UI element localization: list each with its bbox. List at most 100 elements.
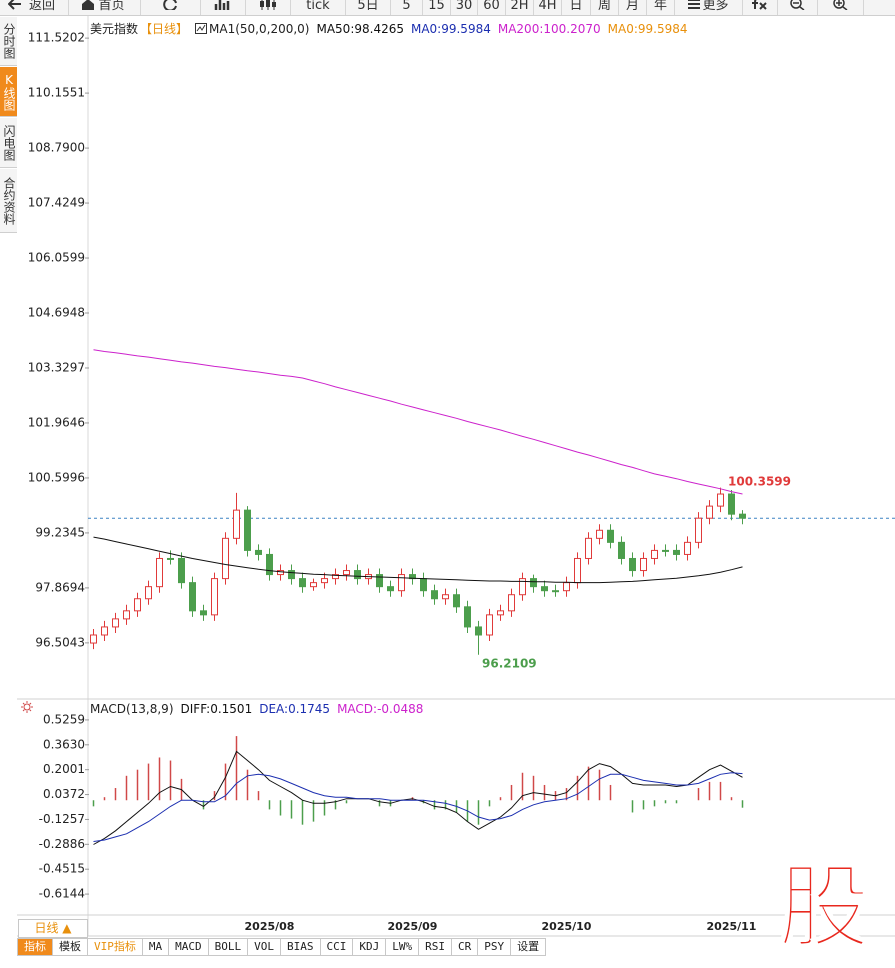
fx-icon [752, 0, 767, 10]
legend-item: MA200:100.2070 [497, 22, 601, 36]
tab[interactable]: 指标 [17, 938, 53, 956]
y-tick-label: 110.1551 [28, 86, 85, 100]
home-icon [82, 0, 94, 10]
candle-body [607, 529, 614, 543]
candle-body [123, 610, 130, 620]
candle-body [475, 626, 482, 636]
candle-body [255, 549, 262, 555]
y-tick-label: 108.7900 [28, 141, 85, 155]
candle-body [288, 570, 295, 580]
tab[interactable]: 模板 [53, 938, 88, 956]
toolbar-button[interactable]: 15 [423, 0, 451, 15]
y-tick-label: 0.3630 [43, 737, 85, 751]
toolbar-button[interactable]: 年 [647, 0, 675, 15]
tab[interactable]: VOL [248, 938, 281, 956]
tab[interactable]: 设置 [511, 938, 547, 956]
zoom-in-button[interactable] [818, 0, 864, 15]
candle-body [662, 549, 669, 552]
candle-body [442, 594, 449, 600]
candle-body [486, 614, 493, 636]
refresh-button[interactable] [141, 0, 201, 15]
candle-body [145, 586, 152, 600]
tab[interactable]: PSY [478, 938, 512, 956]
toolbar-button[interactable]: 周 [591, 0, 619, 15]
y-tick-label: 100.5996 [28, 470, 85, 484]
candle-body [695, 517, 702, 543]
indicator-label: MA1(50,0,200,0) [209, 22, 310, 36]
y-tick-label: 99.2345 [35, 525, 85, 539]
indicator-icon [195, 23, 208, 34]
candle-body [420, 578, 427, 592]
toolbar-button[interactable]: 4H [534, 0, 562, 15]
refresh-icon [163, 0, 177, 10]
sidebar-tab[interactable]: 分时图 [0, 17, 17, 66]
candle-button[interactable] [246, 0, 291, 15]
home-button[interactable]: 首页 [69, 0, 141, 15]
y-tick-label: -0.4515 [39, 862, 85, 876]
tab[interactable]: RSI [419, 938, 452, 956]
fx-button[interactable] [743, 0, 778, 15]
menu-icon [688, 0, 700, 9]
toolbar-button[interactable]: 月 [619, 0, 647, 15]
candle-body [739, 513, 746, 519]
candle-body [189, 582, 196, 612]
legend-item: MA0:99.5984 [410, 22, 491, 36]
candle-body [684, 541, 691, 555]
chart-type-button[interactable] [201, 0, 246, 15]
candle-body [431, 590, 438, 600]
sidebar-tab[interactable]: 闪电图 [0, 118, 17, 168]
toolbar-button[interactable]: 5日 [346, 0, 391, 15]
legend-item: MACD:-0.0488 [337, 702, 424, 716]
toolbar-button[interactable]: 2H [506, 0, 534, 15]
y-tick-label: 104.6948 [28, 306, 85, 320]
candle-body [211, 578, 218, 616]
toolbar-button[interactable]: 日 [562, 0, 591, 15]
candle-body [310, 582, 317, 588]
legend-item: DIFF:0.1501 [180, 702, 253, 716]
period-button[interactable]: 日线 ▲ [18, 919, 88, 938]
candle-body [651, 549, 658, 559]
indicator-line [93, 750, 743, 845]
y-tick-label: -0.1257 [39, 812, 85, 826]
candle-body [112, 618, 119, 628]
toolbar-button[interactable]: 30 [451, 0, 478, 15]
tab[interactable]: BOLL [208, 938, 249, 956]
candle-body [299, 578, 306, 588]
candle-body [618, 541, 625, 559]
zoom-out-button[interactable] [778, 0, 818, 15]
tab[interactable]: CCI [320, 938, 354, 956]
tab[interactable]: LW% [386, 938, 420, 956]
toolbar-button[interactable]: tick [291, 0, 346, 15]
tab[interactable]: CR [452, 938, 479, 956]
candle-body [376, 574, 383, 588]
candle-body [398, 574, 405, 592]
candle-body [563, 582, 570, 592]
toolbar-button[interactable]: 5 [391, 0, 423, 15]
candle-body [200, 610, 207, 616]
sidebar-tab[interactable]: 合约资料 [0, 169, 17, 233]
more-button[interactable]: 更多 [675, 0, 743, 15]
y-tick-label: -0.2886 [39, 837, 85, 851]
candle-body [233, 509, 240, 539]
tab[interactable]: MA [142, 938, 170, 956]
back-button[interactable]: 返回 [0, 0, 69, 15]
candle-body [706, 505, 713, 519]
toolbar-button[interactable]: 60 [478, 0, 506, 15]
indicator-line [93, 536, 743, 584]
tab[interactable]: KDJ [353, 938, 387, 956]
y-tick-label: 106.0599 [28, 251, 85, 265]
x-tick-label: 2025/10 [542, 920, 592, 933]
zoom-in-icon [833, 0, 848, 10]
candle-body [266, 553, 273, 576]
y-tick-label: 101.9646 [28, 415, 85, 429]
tab[interactable]: MACD [169, 938, 209, 956]
max-annotation: 100.3599 [728, 475, 791, 489]
legend-item: DEA:0.1745 [259, 702, 331, 716]
sidebar-tab[interactable]: K线图 [0, 67, 17, 117]
candle-body [332, 574, 339, 580]
tab[interactable]: VIP指标 [88, 938, 143, 956]
candle-body [497, 610, 504, 616]
tab[interactable]: BIAS [281, 938, 321, 956]
macd-header: MACD(13,8,9) DIFF:0.1501 DEA:0.1745 MACD:-0… [90, 702, 430, 716]
